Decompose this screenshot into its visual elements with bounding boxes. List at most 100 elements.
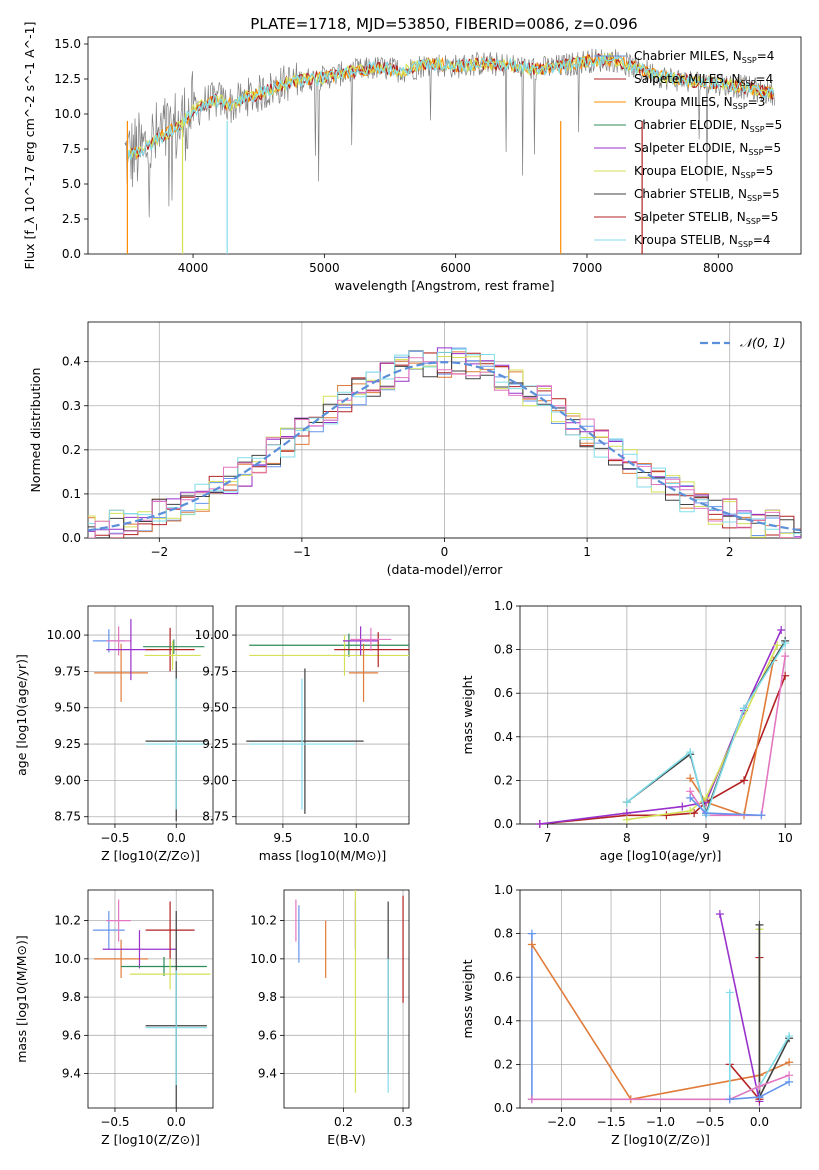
weight-line [689,655,786,817]
y-tick-label: 10.2 [54,914,81,928]
normal-curve [87,360,802,532]
weight-marker [622,798,631,807]
weight-marker [785,1077,794,1086]
legend-label: Kroupa MILES, NSSP=3 [634,95,765,111]
x-tick-label: 1 [583,545,591,559]
residuals-ylabel: Normed distribution [28,368,43,493]
histogram-series [88,347,801,538]
age_vs_Z-ylabel: age [log10(age/yr)] [14,654,29,776]
x-tick-label: 10 [778,831,793,845]
massweight_vs_Z-axes: −2.0 −1.5 −1.0 −0.5 0.0 0.0 0.2 0.4 0.6 0.8 1.0 Z [… [460,883,802,1147]
weight-marker [686,806,695,815]
y-tick-label: 0.3 [62,399,81,413]
x-tick-label: 0 [441,545,449,559]
weight-marker [785,1058,794,1067]
weight-marker [622,815,631,824]
spectrum-xlabel: wavelength [Angstrom, rest frame] [334,278,554,293]
weight-line [539,629,782,824]
y-tick-label: 15.0 [54,37,81,51]
weight-line [626,644,779,821]
y-tick-label: 10.00 [195,628,229,642]
legend-label: 𝒩(0, 1) [740,335,786,350]
y-tick-label: 5.0 [62,177,81,191]
y-tick-label: 9.00 [54,773,81,787]
y-tick-label: 10.00 [47,628,81,642]
y-tick-label: 9.6 [62,1028,81,1042]
y-tick-label: 0.6 [494,686,513,700]
y-tick-label: 0.8 [494,643,513,657]
weight-line [758,924,790,1098]
y-tick-label: 0.0 [494,817,513,831]
y-tick-label: 9.25 [202,737,229,751]
weight-marker [777,625,786,634]
y-tick-label: 0.2 [494,773,513,787]
residuals-xlabel: (data-model)/error [387,562,504,577]
weight-marker [755,920,764,929]
spectrum-legend: Chabrier MILES, NSSP=4 Salpeter MILES, NS… [594,49,782,249]
weight-marker [740,776,749,785]
legend-label: Salpeter ELODIE, NSSP=5 [634,141,781,157]
spectrum-axes: 4000 5000 6000 7000 8000 0.0 2.5 5.0 7.5 10.0 12.5… [22,22,802,293]
x-tick-label: 0.0 [167,1115,186,1129]
spectrum-model-line [126,52,774,163]
mass_vs_Z-axes: −0.5 0.0 9.4 9.6 9.8 10.0 10.2 Z [log10(Z/Z⊙)] m… [14,889,214,1147]
massweight_vs_age-axes: 7 8 9 10 0.0 0.2 0.4 0.6 0.8 1.0 age [log10(age/yr… [460,599,802,863]
y-tick-label: 1.0 [494,883,513,897]
residuals-legend: 𝒩(0, 1) [700,335,786,350]
y-tick-label: 10.0 [250,952,277,966]
weight-marker [725,988,734,997]
massweight_vs_Z-frame [519,889,802,1109]
y-tick-label: 0.4 [494,730,513,744]
legend-label: Chabrier STELIB, NSSP=5 [634,187,780,203]
histogram-series [88,351,801,538]
spectrum-frame [87,36,802,255]
x-tick-label: 7000 [572,261,603,275]
weight-marker [702,793,711,802]
y-tick-label: 7.5 [62,142,81,156]
age_vs_mass-frame [235,605,410,825]
age_vs_mass-axes: 9.5 10.0 8.75 9.00 9.25 9.50 9.75 10.00 mass [lo… [195,605,410,863]
weight-marker [686,774,695,783]
massweight_vs_age-xlabel: age [log10(age/yr)] [600,848,722,863]
spectrum-ylabel: Flux [f_λ 10^-17 erg cm^-2 s^-1 A^-1] [22,22,37,270]
x-tick-label: 6000 [440,261,471,275]
weight-marker [535,820,544,828]
x-tick-label: −1 [293,545,311,559]
y-tick-label: 9.00 [202,773,229,787]
mass_vs_EBV-axes: 0.2 0.3 9.4 9.6 9.8 10.0 10.2 E(B-V) [250,889,413,1147]
x-tick-label: 9.5 [273,831,292,845]
age_vs_Z-axes: −0.5 0.0 8.75 9.00 9.25 9.50 9.75 10.00 Z [log10… [14,605,214,863]
massweight_vs_age-ylabel: mass weight [460,675,475,754]
y-tick-label: 0.4 [494,1014,513,1028]
x-tick-label: −0.5 [100,1115,129,1129]
y-tick-label: 0.2 [62,443,81,457]
weight-marker [781,639,790,648]
legend-label: Chabrier MILES, NSSP=4 [634,49,774,65]
weight-line [539,675,786,824]
massweight_vs_Z-xlabel: Z [log10(Z/Z⊙)] [611,1132,710,1147]
histogram-series [88,357,801,538]
y-tick-label: 9.4 [62,1067,81,1081]
y-tick-label: 9.8 [258,990,277,1004]
weight-marker [755,1082,764,1091]
y-tick-label: 10.0 [54,952,81,966]
legend-label: Salpeter STELIB, NSSP=5 [634,210,778,226]
weight-line [719,913,761,1102]
weight-marker [773,641,782,650]
y-tick-label: 2.5 [62,212,81,226]
y-tick-label: 10.0 [54,107,81,121]
weight-marker [678,802,687,811]
histogram-series [88,348,801,538]
massweight_vs_Z-ylabel: mass weight [460,959,475,1038]
y-tick-label: 9.50 [202,701,229,715]
y-tick-label: 8.75 [54,810,81,824]
y-tick-label: 0.4 [62,355,81,369]
y-tick-label: 0.0 [494,1101,513,1115]
y-tick-label: 9.25 [54,737,81,751]
x-tick-label: 5000 [309,261,340,275]
x-tick-label: −2.0 [547,1115,576,1129]
mass_vs_Z-frame [87,889,214,1109]
y-tick-label: 12.5 [54,72,81,86]
residuals-frame [87,321,802,539]
